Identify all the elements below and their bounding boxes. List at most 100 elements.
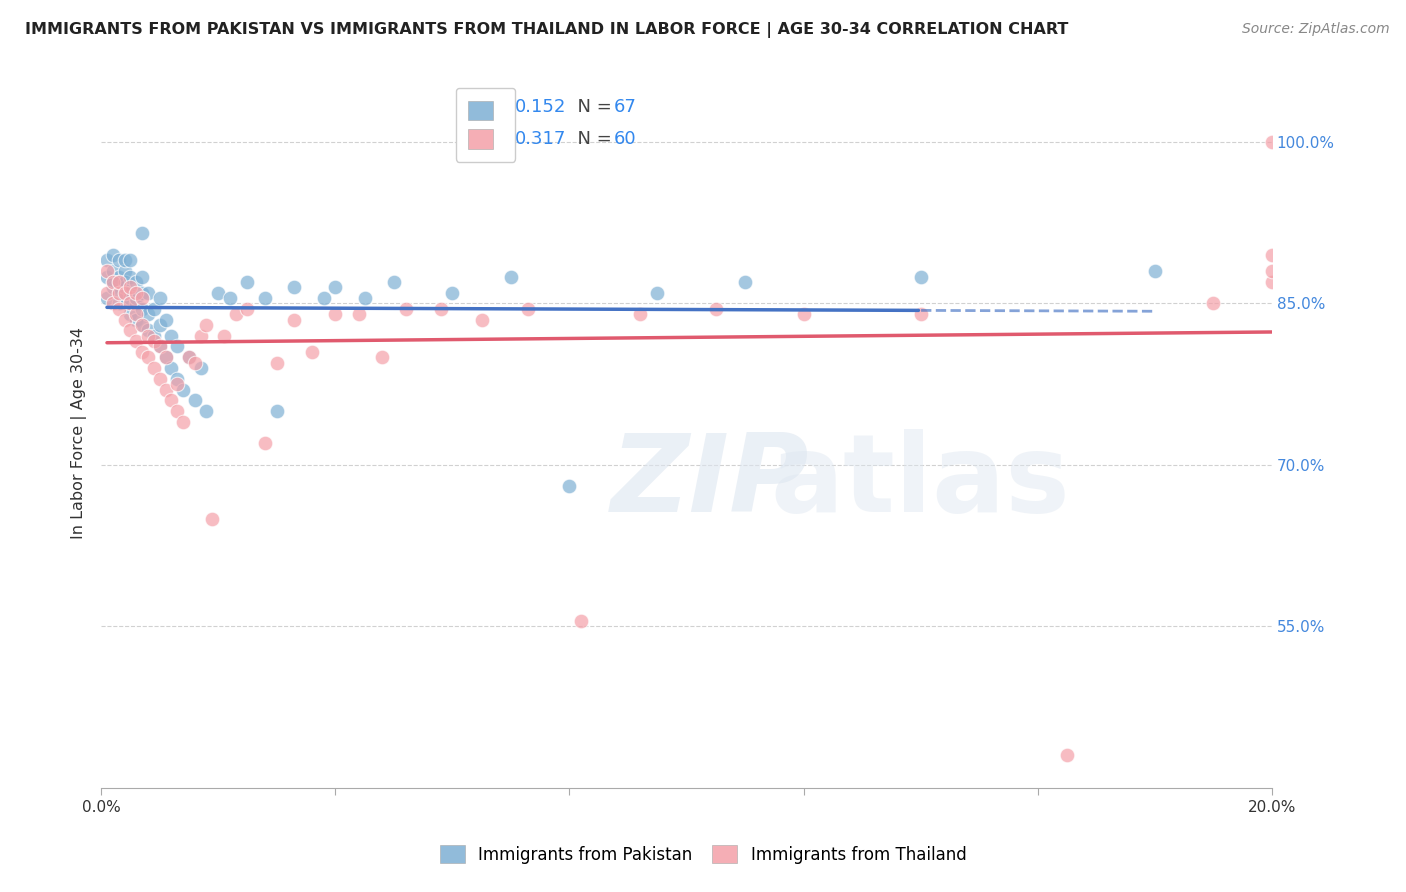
Text: IMMIGRANTS FROM PAKISTAN VS IMMIGRANTS FROM THAILAND IN LABOR FORCE | AGE 30-34 : IMMIGRANTS FROM PAKISTAN VS IMMIGRANTS F… xyxy=(25,22,1069,38)
Point xyxy=(96,269,118,284)
Point xyxy=(107,285,129,300)
Point xyxy=(195,404,218,418)
Point xyxy=(125,334,148,348)
Point xyxy=(155,351,177,365)
Text: N =: N = xyxy=(567,98,617,116)
Point xyxy=(1261,264,1284,278)
Point xyxy=(101,248,124,262)
Point xyxy=(734,275,756,289)
Point xyxy=(283,280,305,294)
Point xyxy=(142,361,165,376)
Point xyxy=(120,269,142,284)
Point xyxy=(142,301,165,316)
Point xyxy=(107,275,129,289)
Point xyxy=(177,351,200,365)
Point xyxy=(131,291,153,305)
Text: N =: N = xyxy=(567,130,617,148)
Point xyxy=(131,318,153,332)
Text: 60: 60 xyxy=(614,130,637,148)
Point xyxy=(1143,264,1166,278)
Point xyxy=(114,312,136,326)
Point xyxy=(172,383,194,397)
Point xyxy=(96,253,118,268)
Point xyxy=(471,312,494,326)
Point xyxy=(101,275,124,289)
Point xyxy=(136,323,159,337)
Legend: , : , xyxy=(456,88,515,162)
Point xyxy=(219,291,242,305)
Point xyxy=(301,344,323,359)
Text: 67: 67 xyxy=(614,98,637,116)
Text: R =: R = xyxy=(470,130,509,148)
Y-axis label: In Labor Force | Age 30-34: In Labor Force | Age 30-34 xyxy=(72,326,87,539)
Point xyxy=(1261,275,1284,289)
Point xyxy=(172,415,194,429)
Point xyxy=(125,291,148,305)
Point xyxy=(149,318,172,332)
Point xyxy=(107,269,129,284)
Point xyxy=(101,264,124,278)
Point xyxy=(114,280,136,294)
Text: 0.152: 0.152 xyxy=(515,98,565,116)
Point xyxy=(155,383,177,397)
Point xyxy=(160,393,183,408)
Point xyxy=(371,351,394,365)
Point xyxy=(125,275,148,289)
Point xyxy=(1202,296,1225,310)
Point xyxy=(441,285,464,300)
Point xyxy=(225,307,247,321)
Point xyxy=(149,372,172,386)
Point xyxy=(704,301,727,316)
Point xyxy=(166,339,188,353)
Point xyxy=(107,296,129,310)
Point xyxy=(101,280,124,294)
Point xyxy=(1261,248,1284,262)
Text: Source: ZipAtlas.com: Source: ZipAtlas.com xyxy=(1241,22,1389,37)
Point xyxy=(107,285,129,300)
Point xyxy=(120,285,142,300)
Point xyxy=(499,269,522,284)
Point xyxy=(166,404,188,418)
Point xyxy=(142,334,165,348)
Point xyxy=(131,285,153,300)
Text: ZIP: ZIP xyxy=(610,429,808,535)
Text: 0.317: 0.317 xyxy=(515,130,565,148)
Point xyxy=(254,291,277,305)
Point xyxy=(125,296,148,310)
Point xyxy=(207,285,229,300)
Point xyxy=(177,351,200,365)
Point xyxy=(131,269,153,284)
Point xyxy=(125,312,148,326)
Point xyxy=(114,275,136,289)
Point xyxy=(96,285,118,300)
Point xyxy=(120,253,142,268)
Point xyxy=(136,285,159,300)
Point xyxy=(114,253,136,268)
Point xyxy=(149,339,172,353)
Point xyxy=(96,264,118,278)
Point xyxy=(149,291,172,305)
Point xyxy=(312,291,335,305)
Point xyxy=(184,393,207,408)
Point xyxy=(190,361,212,376)
Point xyxy=(160,328,183,343)
Point xyxy=(131,301,153,316)
Point xyxy=(190,328,212,343)
Legend: Immigrants from Pakistan, Immigrants from Thailand: Immigrants from Pakistan, Immigrants fro… xyxy=(433,838,973,871)
Point xyxy=(394,301,416,316)
Point xyxy=(114,291,136,305)
Point xyxy=(107,275,129,289)
Point xyxy=(517,301,540,316)
Point xyxy=(107,253,129,268)
Point xyxy=(236,301,259,316)
Point xyxy=(131,227,153,241)
Point xyxy=(628,307,651,321)
Point xyxy=(558,479,581,493)
Point xyxy=(266,404,288,418)
Point xyxy=(910,307,932,321)
Point xyxy=(201,511,224,525)
Point xyxy=(323,280,346,294)
Point xyxy=(429,301,451,316)
Point xyxy=(136,351,159,365)
Point xyxy=(195,318,218,332)
